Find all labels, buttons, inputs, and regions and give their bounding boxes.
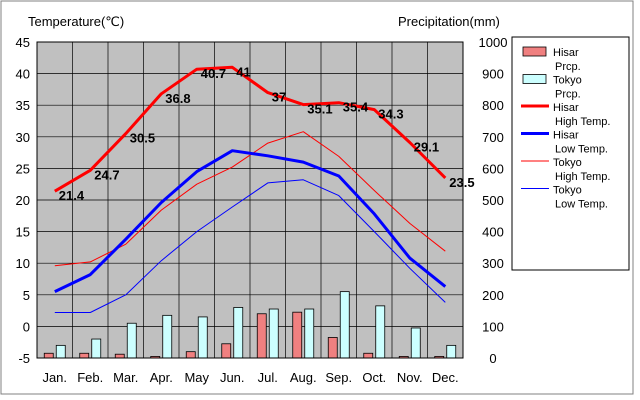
x-tick-label: Jun. (220, 370, 245, 385)
bar-hisar-prcp--2 (114, 353, 125, 359)
bar-hisar-prcp--7 (292, 311, 303, 359)
x-tick-label: Dec. (432, 370, 459, 385)
legend-tokyo-high-temp--label-2: High Temp. (555, 171, 610, 183)
left-tick-label: -5 (18, 351, 30, 366)
left-axis-ticks: -5 0 5 10 15 20 25 30 35 40 45 (16, 35, 30, 366)
right-tick-label: 1000 (479, 35, 508, 50)
bar-tokyo-prcp--10 (410, 327, 421, 359)
x-tick-label: Oct. (362, 370, 386, 385)
data-label-0: 21.4 (59, 188, 85, 203)
right-tick-label: 900 (482, 67, 504, 82)
legend-hisar-high-temp--label-2: High Temp. (555, 116, 610, 128)
bar-tokyo-prcp--9 (375, 305, 386, 359)
bar-tokyo-prcp--8 (339, 291, 350, 359)
bar-hisar-prcp--9 (363, 352, 374, 359)
legend-tokyo-high-temp--label-1: Tokyo (553, 157, 582, 169)
right-axis-ticks: 0 100 200 300 400 500 600 700 800 900 1000 (479, 35, 508, 366)
left-tick-label: 15 (16, 225, 30, 240)
legend-tokyo-low-temp--label-2: Low Temp. (555, 199, 608, 211)
legend-tokyo-prcp--label-2: Prcp. (555, 89, 581, 101)
temperature-lines (54, 65, 447, 313)
plot-border (36, 41, 464, 359)
data-label-6: 37 (272, 90, 286, 105)
right-tick-label: 500 (482, 193, 504, 208)
right-tick-label: 0 (489, 351, 496, 366)
bar-tokyo-prcp--6 (268, 308, 279, 359)
x-tick-label: Jul. (258, 370, 278, 385)
legend-hisar-prcp--label-1: Hisar (553, 47, 579, 59)
bar-tokyo-prcp--7 (304, 308, 315, 359)
bar-tokyo-prcp--3 (162, 314, 173, 359)
left-tick-label: 35 (16, 98, 30, 113)
right-axis-title: Precipitation(mm) (398, 14, 500, 29)
right-tick-label: 100 (482, 319, 504, 334)
right-tick-label: 400 (482, 225, 504, 240)
bar-hisar-prcp--1 (79, 352, 90, 359)
data-label-8: 35.4 (343, 100, 369, 115)
data-label-4: 40.7 (201, 66, 226, 81)
x-tick-label: Apr. (150, 370, 173, 385)
left-tick-label: 5 (23, 288, 30, 303)
bar-hisar-prcp--8 (327, 337, 338, 359)
line-tokyo-low-temp- (54, 179, 446, 313)
data-label-9: 34.3 (378, 107, 403, 122)
x-tick-label: Aug. (290, 370, 317, 385)
left-tick-label: 30 (16, 130, 30, 145)
bar-hisar-prcp--5 (221, 343, 232, 359)
legend-hisar-prcp--label-2: Prcp. (555, 61, 581, 73)
left-tick-label: 45 (16, 35, 30, 50)
legend-hisar-low-temp--label-1: Hisar (553, 130, 579, 142)
bar-tokyo-prcp--1 (91, 338, 102, 359)
data-labels: 21.4 24.7 30.5 36.8 40.7 41 37 35.1 35.4 34.3 29.1… (59, 64, 475, 203)
legend-hisar-low-temp--label-2: Low Temp. (555, 144, 608, 156)
data-label-3: 36.8 (165, 91, 190, 106)
x-tick-label: May (184, 370, 209, 385)
line-hisar-high-temp- (54, 65, 447, 193)
x-tick-label: Sep. (325, 370, 352, 385)
data-label-10: 29.1 (414, 139, 439, 154)
left-tick-label: 10 (16, 256, 30, 271)
legend-tokyo-prcp--label-1: Tokyo (553, 75, 582, 87)
data-label-11: 23.5 (449, 175, 474, 190)
bar-tokyo-prcp--2 (126, 322, 137, 359)
x-tick-label: Nov. (397, 370, 423, 385)
bar-tokyo-prcp--11 (446, 344, 457, 359)
left-tick-label: 20 (16, 193, 30, 208)
legend-hisar-prcp--swatch (522, 46, 547, 57)
right-tick-label: 600 (482, 161, 504, 176)
right-tick-label: 200 (482, 288, 504, 303)
data-label-1: 24.7 (94, 167, 119, 182)
left-tick-label: 25 (16, 161, 30, 176)
x-tick-label: Feb. (77, 370, 103, 385)
bar-hisar-prcp--4 (185, 351, 196, 359)
bar-tokyo-prcp--4 (197, 316, 208, 359)
left-tick-label: 0 (23, 319, 30, 334)
bar-hisar-prcp--0 (43, 352, 54, 359)
legend-tokyo-prcp--swatch (522, 74, 547, 84)
bar-hisar-prcp--6 (256, 313, 267, 359)
bar-tokyo-prcp--0 (55, 344, 66, 359)
legend-tokyo-low-temp--label-1: Tokyo (553, 185, 582, 197)
precipitation-bars (43, 291, 457, 359)
data-label-7: 35.1 (307, 102, 332, 117)
data-label-5: 41 (236, 64, 250, 79)
data-label-2: 30.5 (130, 131, 155, 146)
right-tick-label: 700 (482, 130, 504, 145)
legend-hisar-high-temp--label-1: Hisar (553, 102, 579, 114)
bar-tokyo-prcp--5 (233, 307, 244, 359)
x-tick-label: Mar. (113, 370, 138, 385)
left-axis-title: Temperature(℃) (28, 14, 124, 29)
x-tick-label: Jan. (42, 370, 67, 385)
x-axis-ticks: Jan. Feb. Mar. Apr. May Jun. Jul. Aug. Sep. Oct. N… (42, 370, 458, 385)
right-tick-label: 300 (482, 256, 504, 271)
left-tick-label: 40 (16, 67, 30, 82)
line-hisar-low-temp- (54, 149, 447, 293)
right-tick-label: 800 (482, 98, 504, 113)
